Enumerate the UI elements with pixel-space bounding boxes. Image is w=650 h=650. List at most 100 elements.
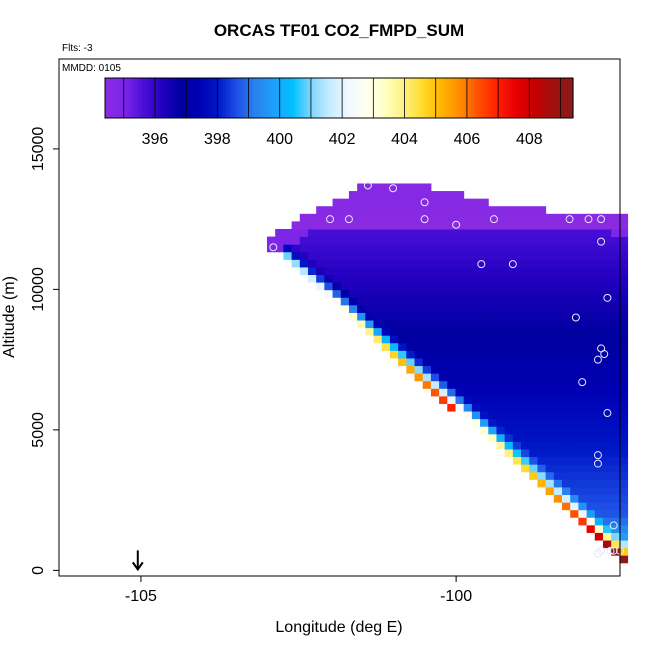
y-tick-label: 0 (30, 566, 47, 575)
heatmap-cell (373, 335, 383, 344)
colorbar-swatch (239, 78, 244, 118)
heatmap-cell (357, 289, 366, 298)
heatmap-cell (267, 244, 276, 253)
heatmap-cell (594, 304, 604, 313)
heatmap-cell (447, 373, 456, 382)
heatmap-cell (562, 502, 571, 511)
heatmap-cell (480, 411, 489, 420)
heatmap-cell (619, 228, 629, 238)
colorbar-swatch (514, 78, 519, 118)
heatmap-cell (398, 342, 407, 351)
heatmap-cell (570, 304, 579, 313)
heatmap-cell (496, 312, 506, 321)
heatmap-cell (439, 282, 448, 291)
heatmap-cell (324, 228, 334, 238)
heatmap-cell (553, 395, 563, 404)
heatmap-cell (545, 464, 555, 473)
heatmap-cell (496, 213, 506, 222)
heatmap-cell (586, 297, 596, 306)
heatmap-cell (529, 456, 538, 465)
colorbar-swatch (567, 78, 571, 118)
heatmap-cell (611, 289, 620, 298)
heatmap-cell (389, 244, 399, 253)
heatmap-cell (422, 282, 432, 291)
heatmap-cell (496, 320, 506, 329)
colorbar-swatch (511, 78, 516, 118)
heatmap-cell (529, 342, 538, 351)
heatmap-cell (471, 228, 481, 238)
colorbar-swatch (315, 78, 320, 118)
heatmap-cell (488, 411, 497, 420)
heatmap-cell (521, 221, 530, 230)
heatmap-cell (594, 433, 604, 442)
heatmap-cell (529, 236, 538, 245)
colorbar-tick-label: 402 (329, 131, 356, 148)
colorbar-swatch (529, 78, 533, 118)
heatmap-cell (578, 426, 588, 435)
heatmap-cell (398, 304, 407, 313)
heatmap-cell (570, 327, 579, 336)
heatmap-cell (602, 540, 612, 549)
heatmap-cell (578, 251, 588, 260)
heatmap-cell (463, 221, 473, 230)
heatmap-cell (291, 221, 301, 230)
heatmap-cell (529, 388, 538, 397)
heatmap-cell (570, 335, 579, 344)
heatmap-cell (562, 479, 571, 488)
heatmap-cell (602, 494, 612, 503)
heatmap-cell (529, 304, 538, 313)
heatmap-cell (521, 456, 530, 465)
heatmap-cell (496, 380, 506, 389)
heatmap-cell (414, 244, 424, 253)
colorbar-swatch (148, 78, 153, 118)
heatmap-cell (602, 418, 612, 427)
heatmap-cells (267, 183, 629, 564)
heatmap-cell (488, 282, 497, 291)
heatmap-cell (373, 244, 383, 253)
heatmap-cell (496, 221, 506, 230)
heatmap-cell (537, 228, 547, 238)
heatmap-cell (602, 479, 612, 488)
heatmap-cell (594, 327, 604, 336)
heatmap-cell (496, 297, 506, 306)
heatmap-cell (594, 357, 604, 367)
heatmap-cell (430, 297, 440, 306)
heatmap-cell (611, 259, 620, 268)
heatmap-cell (381, 342, 391, 351)
sample-point (578, 378, 587, 387)
heatmap-cell (430, 342, 440, 351)
sample-point (597, 215, 606, 224)
heatmap-cell (365, 259, 375, 268)
heatmap-cell (586, 320, 596, 329)
colorbar-swatch (268, 78, 273, 118)
heatmap-cell (586, 228, 596, 238)
heatmap-cell (422, 236, 432, 245)
heatmap-cell (332, 244, 342, 253)
heatmap-cell (537, 471, 547, 480)
heatmap-cell (430, 289, 440, 298)
heatmap-cell (521, 342, 530, 351)
colorbar-swatch (356, 78, 361, 118)
heatmap-cell (496, 236, 506, 245)
heatmap-cell (340, 221, 350, 230)
heatmap-cell (529, 365, 538, 374)
heatmap-cell (455, 327, 465, 336)
heatmap-cell (545, 357, 555, 367)
heatmap-cell (398, 350, 407, 359)
heatmap-cell (471, 221, 481, 230)
heatmap-cell (537, 403, 547, 412)
heatmap-cell (512, 403, 522, 412)
heatmap-cell (471, 259, 481, 268)
heatmap-cell (398, 282, 407, 291)
heatmap-cell (602, 441, 612, 450)
heatmap-cell (619, 289, 629, 298)
heatmap-cell (562, 403, 571, 412)
heatmap-cell (545, 418, 555, 427)
colorbar-swatch (274, 78, 279, 118)
heatmap-cell (324, 213, 334, 222)
heatmap-cell (447, 244, 456, 253)
heatmap-cell (586, 524, 596, 533)
heatmap-cell (586, 251, 596, 260)
heatmap-cell (570, 388, 579, 397)
colorbar-swatch (485, 78, 489, 118)
